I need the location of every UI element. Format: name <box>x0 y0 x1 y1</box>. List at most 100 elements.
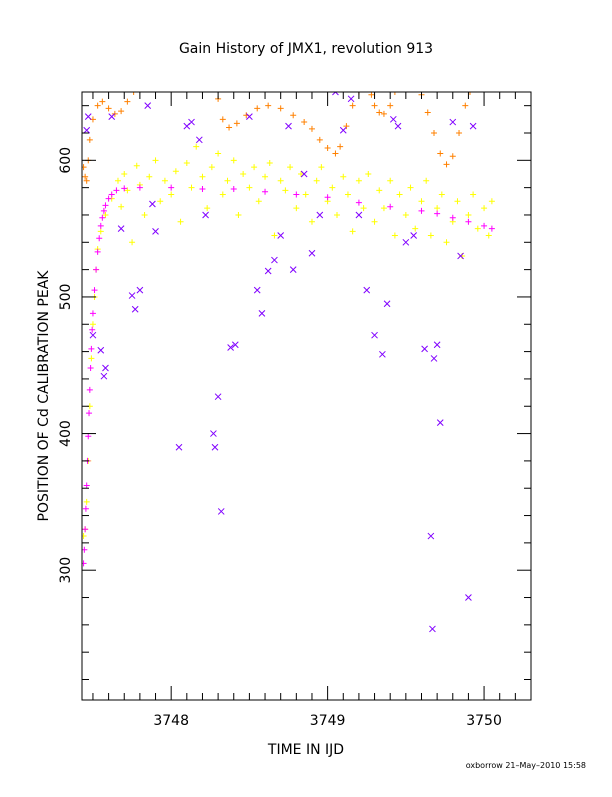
data-point <box>470 191 477 198</box>
data-point <box>105 195 112 202</box>
data-point <box>271 256 278 264</box>
data-point <box>443 239 450 246</box>
data-point <box>152 157 159 164</box>
data-point <box>456 129 463 136</box>
y-tick-label: 300 <box>58 557 74 584</box>
data-point <box>466 92 473 95</box>
data-point <box>430 355 438 362</box>
data-point <box>421 345 428 353</box>
axis-ticks <box>82 92 532 700</box>
data-point <box>449 118 457 126</box>
series-0 <box>82 143 495 540</box>
data-point <box>226 124 233 131</box>
data-point <box>97 222 104 229</box>
data-point <box>423 177 430 184</box>
data-point <box>133 162 140 169</box>
data-point <box>302 191 309 198</box>
data-point <box>157 198 164 205</box>
data-point <box>214 393 222 401</box>
data-point <box>355 199 362 206</box>
data-point <box>387 177 394 184</box>
data-point <box>230 186 237 193</box>
data-point <box>418 207 425 214</box>
data-point <box>97 228 104 235</box>
data-point <box>99 214 106 221</box>
data-point <box>427 532 435 540</box>
data-point <box>371 102 378 109</box>
data-point <box>394 122 402 130</box>
data-point <box>146 173 153 180</box>
data-point <box>100 207 107 214</box>
data-point <box>85 433 92 440</box>
data-point <box>402 238 410 246</box>
data-point <box>188 184 195 191</box>
data-point <box>204 205 211 212</box>
series-2 <box>82 92 473 184</box>
x-axis-label: TIME IN IJD <box>267 742 344 758</box>
data-point <box>355 177 362 184</box>
x-tick-label: 3750 <box>466 713 502 729</box>
data-point <box>168 184 175 191</box>
data-point <box>235 211 242 218</box>
data-point <box>102 211 109 218</box>
data-point <box>108 191 115 198</box>
x-tick-label: 3749 <box>310 713 346 729</box>
data-point <box>82 173 89 180</box>
data-point <box>193 143 200 150</box>
data-point <box>293 191 300 198</box>
data-point <box>231 341 239 349</box>
data-point <box>277 232 285 239</box>
data-point <box>365 170 372 177</box>
data-point <box>94 248 101 255</box>
data-point <box>129 239 136 246</box>
data-point <box>83 126 91 134</box>
data-point <box>434 205 441 212</box>
data-point <box>136 184 143 191</box>
data-point <box>89 310 96 317</box>
series-3 <box>83 92 477 633</box>
data-point <box>433 341 441 349</box>
data-point <box>287 164 294 171</box>
data-point <box>88 355 95 362</box>
data-point <box>93 266 100 273</box>
data-point <box>434 210 441 217</box>
data-point <box>379 350 386 358</box>
data-point <box>188 118 195 126</box>
data-point <box>332 150 339 157</box>
data-point <box>195 136 203 144</box>
data-point <box>318 164 325 171</box>
data-point <box>389 115 397 123</box>
data-point <box>332 92 339 96</box>
data-point <box>211 443 219 451</box>
data-point <box>199 173 206 180</box>
data-point <box>230 157 237 164</box>
data-point <box>337 143 344 150</box>
data-point <box>347 95 355 103</box>
data-point <box>99 98 106 105</box>
data-point <box>368 92 375 98</box>
data-point <box>219 191 226 198</box>
data-point <box>149 200 156 208</box>
data-point <box>371 331 378 339</box>
data-point <box>253 286 261 294</box>
data-point <box>427 232 434 239</box>
data-point <box>355 211 363 219</box>
data-point <box>82 526 89 533</box>
data-point <box>308 218 315 225</box>
data-point <box>121 185 128 192</box>
data-point <box>387 203 394 210</box>
data-point <box>454 198 461 205</box>
data-point <box>161 177 168 184</box>
data-point <box>266 160 273 167</box>
data-point <box>437 150 444 157</box>
data-point <box>219 116 226 123</box>
data-point <box>199 186 206 193</box>
data-point <box>118 108 125 115</box>
data-point <box>82 505 89 512</box>
data-point <box>344 191 351 198</box>
data-point <box>255 198 262 205</box>
data-point <box>82 164 87 171</box>
data-point <box>349 228 356 235</box>
